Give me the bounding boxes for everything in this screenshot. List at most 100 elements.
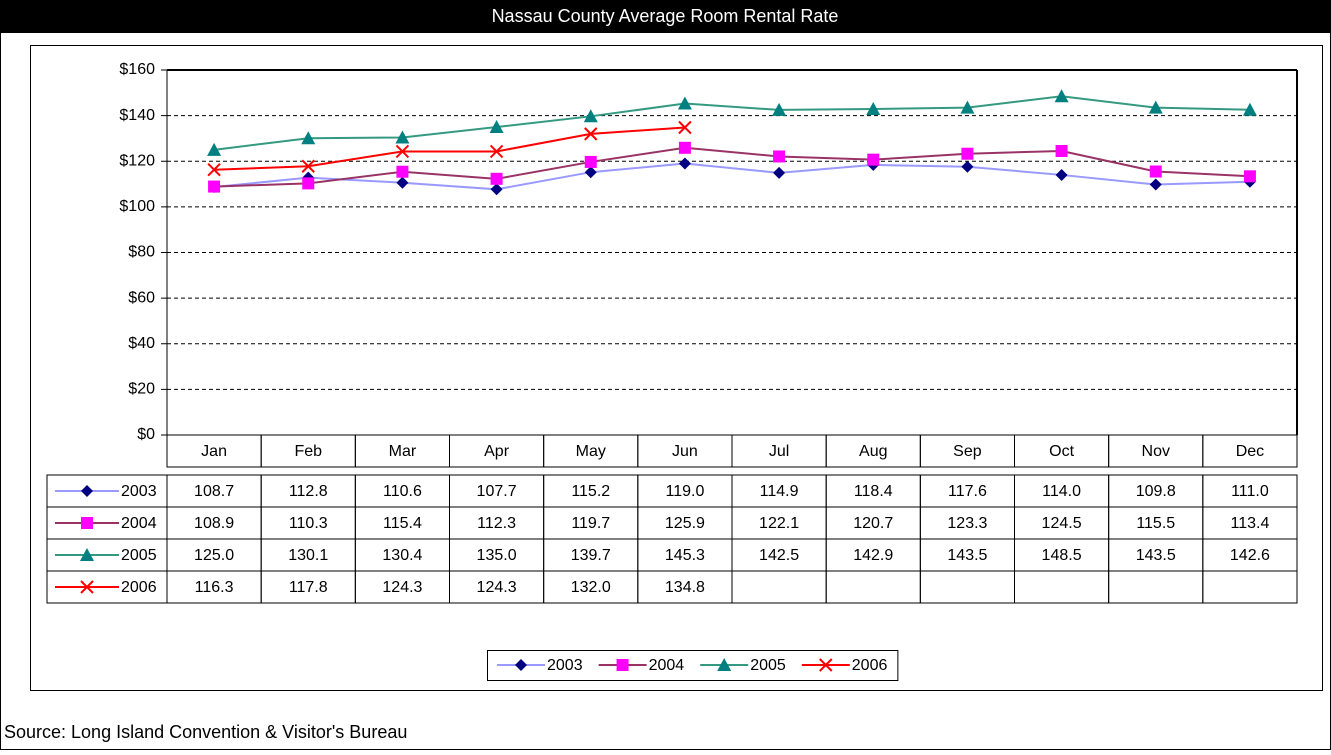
x-tick-label: Oct — [1049, 443, 1074, 460]
marker — [515, 659, 527, 671]
table-value: 117.6 — [948, 483, 987, 500]
table-value: 123.3 — [947, 515, 987, 532]
table-value: 135.0 — [477, 547, 517, 564]
marker — [616, 659, 629, 671]
marker — [301, 159, 315, 173]
legend: 2003 2004 2005 2006 — [497, 657, 887, 674]
y-tick-label: $0 — [137, 426, 155, 443]
y-tick-label: $20 — [128, 381, 155, 398]
x-tick-label: Nov — [1142, 443, 1170, 460]
series-line — [213, 162, 1250, 191]
table-value: 132.0 — [571, 579, 611, 596]
marker — [867, 153, 880, 166]
table-value: 124.3 — [477, 579, 517, 596]
table-row-label: 2005 — [121, 547, 157, 564]
marker — [395, 130, 410, 144]
table-value: 115.4 — [383, 515, 422, 532]
table-value: 110.6 — [383, 483, 422, 500]
table-value: 118.4 — [854, 483, 893, 500]
marker — [1149, 165, 1162, 178]
legend-label: 2004 — [649, 657, 685, 674]
marker — [960, 100, 975, 114]
marker — [302, 177, 315, 190]
table-value: 119.0 — [665, 483, 704, 500]
marker — [678, 120, 692, 135]
x-tick-label: Jun — [672, 443, 698, 460]
table-value: 130.4 — [382, 547, 422, 564]
marker — [584, 127, 598, 141]
table-value: 139.7 — [571, 547, 611, 564]
marker — [208, 180, 221, 193]
marker — [395, 144, 410, 159]
table-value: 145.3 — [665, 547, 705, 564]
x-tick-label: Mar — [389, 443, 417, 460]
x-tick-label: Dec — [1236, 443, 1264, 460]
y-tick-label: $60 — [128, 289, 155, 306]
marker — [677, 96, 692, 110]
table-value: 111.0 — [1231, 483, 1269, 500]
legend-box — [487, 650, 899, 681]
x-tick-label: Apr — [484, 443, 510, 460]
marker — [717, 658, 732, 671]
marker — [961, 160, 974, 173]
table-value: 115.2 — [571, 483, 610, 500]
y-tick-label: $160 — [119, 61, 155, 78]
table-value: 134.8 — [665, 579, 705, 596]
marker — [80, 580, 94, 594]
x-tick-label: Jan — [201, 443, 227, 460]
marker — [207, 162, 221, 177]
table-value: 114.0 — [1042, 483, 1081, 500]
marker — [1243, 170, 1256, 183]
table-value: 122.1 — [759, 515, 799, 532]
legend-label: 2003 — [547, 657, 583, 674]
x-tick-label: Feb — [294, 443, 322, 460]
x-tick-label: Aug — [859, 443, 887, 460]
marker — [81, 517, 93, 529]
y-tick-label: $40 — [128, 335, 155, 352]
marker — [1242, 102, 1257, 116]
table-value: 125.0 — [194, 547, 234, 564]
x-tick-label: May — [576, 443, 606, 460]
source-note: Source: Long Island Convention & Visitor… — [4, 722, 407, 742]
marker — [301, 131, 316, 145]
marker — [678, 141, 691, 154]
table-value: 112.3 — [477, 515, 516, 532]
table-value: 125.9 — [665, 515, 705, 532]
table-value: 142.6 — [1230, 547, 1270, 564]
marker — [961, 147, 974, 160]
series-line — [214, 126, 685, 171]
table-value: 143.5 — [947, 547, 987, 564]
y-tick-label: $80 — [128, 244, 155, 261]
table-value: 110.3 — [289, 515, 328, 532]
table-cell — [1202, 570, 1298, 604]
marker — [583, 109, 598, 123]
marker — [678, 157, 691, 170]
marker — [1054, 89, 1069, 103]
marker — [396, 176, 409, 189]
table-value: 116.3 — [195, 579, 234, 596]
table-value: 148.5 — [1042, 547, 1082, 564]
marker — [1149, 178, 1162, 191]
table-value: 124.5 — [1042, 515, 1082, 532]
table-value: 108.9 — [194, 515, 234, 532]
table-value: 142.5 — [759, 547, 799, 564]
table-value: 114.9 — [760, 483, 799, 500]
table-value: 108.7 — [194, 483, 234, 500]
table-value: 107.7 — [477, 483, 517, 500]
marker — [819, 658, 833, 672]
table-value: 130.1 — [288, 547, 328, 564]
legend-label: 2006 — [852, 657, 888, 674]
marker — [489, 120, 504, 134]
table-value: 120.7 — [853, 515, 893, 532]
marker — [584, 166, 597, 179]
table-value: 117.8 — [289, 579, 328, 596]
marker — [80, 548, 94, 561]
x-tick-label: Sep — [953, 443, 982, 460]
series-line — [214, 146, 1250, 188]
chart-area — [30, 45, 1323, 691]
marker — [81, 485, 93, 497]
chart-title: Nassau County Average Room Rental Rate — [492, 6, 839, 26]
table-row-label: 2006 — [121, 579, 157, 596]
marker — [1148, 100, 1163, 114]
